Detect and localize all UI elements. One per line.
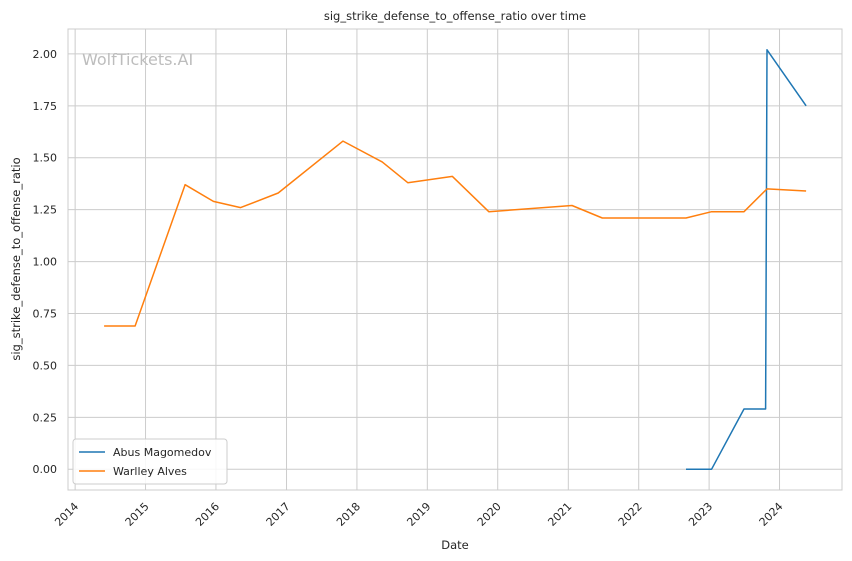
x-axis-title: Date <box>441 538 469 552</box>
y-tick-labels: 0.00 0.25 0.50 0.75 1.00 1.25 1.50 1.75 2.00 <box>33 48 58 476</box>
y-axis-title: sig_strike_defense_to_offense_ratio <box>9 157 23 360</box>
y-tick-label: 1.75 <box>33 100 58 113</box>
legend-label: Warlley Alves <box>113 465 187 478</box>
y-tick-label: 0.25 <box>33 411 58 424</box>
y-tick-label: 0.00 <box>33 463 58 476</box>
plot-frame <box>67 28 843 491</box>
series-lines <box>104 49 807 470</box>
grid-lines <box>68 29 842 490</box>
legend-label: Abus Magomedov <box>113 446 212 459</box>
y-tick-label: 1.50 <box>33 152 58 165</box>
series-line <box>104 140 807 327</box>
legend-box <box>72 438 228 485</box>
y-tick-label: 0.50 <box>33 359 58 372</box>
y-tick-label: 2.00 <box>33 48 58 61</box>
y-tick-label: 0.75 <box>33 307 58 320</box>
chart-title: sig_strike_defense_to_offense_ratio over… <box>324 9 586 23</box>
y-tick-label: 1.00 <box>33 256 58 269</box>
legend: Abus Magomedov Warlley Alves <box>72 438 228 485</box>
series-line <box>686 49 807 470</box>
y-tick-label: 1.25 <box>33 204 58 217</box>
watermark: WolfTickets.AI <box>82 50 193 69</box>
